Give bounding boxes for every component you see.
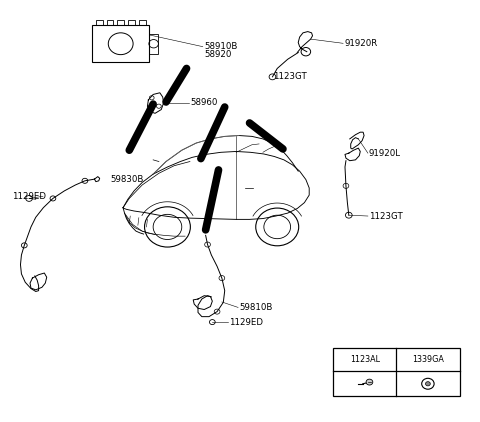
Text: 58920: 58920 <box>204 50 231 59</box>
Bar <box>107 20 113 25</box>
Text: 1123GT: 1123GT <box>274 72 307 81</box>
Bar <box>92 25 149 62</box>
Bar <box>139 20 145 25</box>
Bar <box>117 20 124 25</box>
Bar <box>333 348 459 396</box>
Text: 1129ED: 1129ED <box>12 192 46 201</box>
Text: 59810B: 59810B <box>239 303 273 312</box>
Text: 58910B: 58910B <box>204 42 238 51</box>
Bar <box>96 20 103 25</box>
Circle shape <box>366 379 373 385</box>
Text: 59830B: 59830B <box>110 175 144 184</box>
Text: 1123AL: 1123AL <box>349 355 380 364</box>
Text: 1129ED: 1129ED <box>228 318 263 327</box>
Circle shape <box>426 381 430 386</box>
Text: 91920R: 91920R <box>344 39 377 48</box>
Text: 1339GA: 1339GA <box>412 355 444 364</box>
Bar <box>128 20 135 25</box>
Text: 1123GT: 1123GT <box>369 211 403 221</box>
Text: 91920L: 91920L <box>369 149 401 158</box>
Bar <box>149 34 158 54</box>
Text: 58960: 58960 <box>190 98 217 107</box>
